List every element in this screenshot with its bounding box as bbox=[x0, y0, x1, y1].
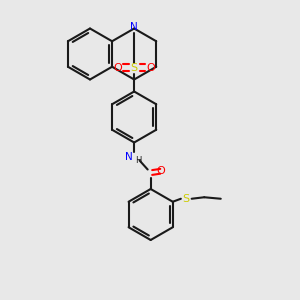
Text: H: H bbox=[136, 156, 142, 165]
Text: N: N bbox=[130, 22, 138, 32]
Text: S: S bbox=[183, 194, 190, 204]
Text: O: O bbox=[113, 62, 122, 73]
Text: S: S bbox=[130, 62, 138, 73]
Text: O: O bbox=[146, 62, 155, 73]
Text: O: O bbox=[157, 166, 166, 176]
Text: N: N bbox=[125, 152, 133, 163]
